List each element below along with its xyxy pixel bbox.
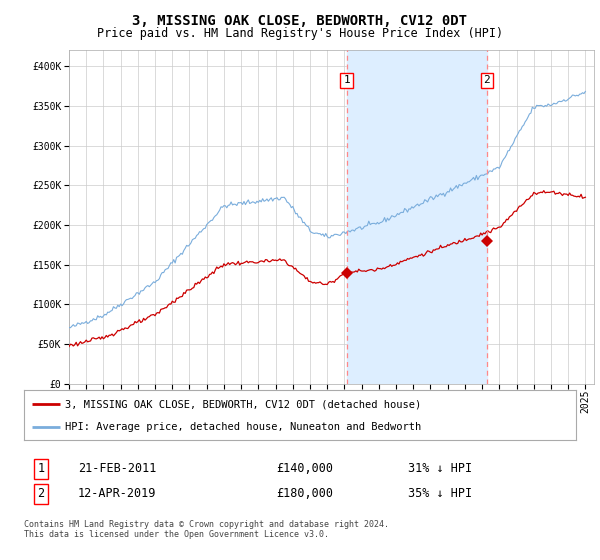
Text: HPI: Average price, detached house, Nuneaton and Bedworth: HPI: Average price, detached house, Nune…	[65, 422, 422, 432]
Text: 31% ↓ HPI: 31% ↓ HPI	[408, 462, 472, 475]
Text: 35% ↓ HPI: 35% ↓ HPI	[408, 487, 472, 501]
Text: 21-FEB-2011: 21-FEB-2011	[78, 462, 157, 475]
Text: Price paid vs. HM Land Registry's House Price Index (HPI): Price paid vs. HM Land Registry's House …	[97, 27, 503, 40]
Text: 1: 1	[37, 462, 44, 475]
Text: 1: 1	[343, 76, 350, 85]
Text: £180,000: £180,000	[276, 487, 333, 501]
Text: £140,000: £140,000	[276, 462, 333, 475]
Text: Contains HM Land Registry data © Crown copyright and database right 2024.
This d: Contains HM Land Registry data © Crown c…	[24, 520, 389, 539]
Text: 3, MISSING OAK CLOSE, BEDWORTH, CV12 0DT (detached house): 3, MISSING OAK CLOSE, BEDWORTH, CV12 0DT…	[65, 399, 422, 409]
Bar	[347, 50, 487, 384]
Text: 12-APR-2019: 12-APR-2019	[78, 487, 157, 501]
Text: 3, MISSING OAK CLOSE, BEDWORTH, CV12 0DT: 3, MISSING OAK CLOSE, BEDWORTH, CV12 0DT	[133, 14, 467, 28]
Text: 2: 2	[484, 76, 490, 85]
Text: 2: 2	[37, 487, 44, 501]
